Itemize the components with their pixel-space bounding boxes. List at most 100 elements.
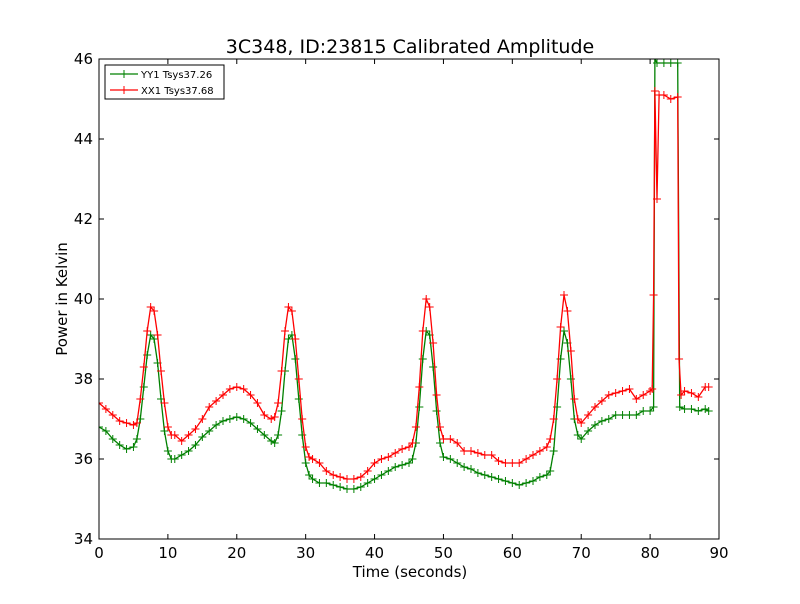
data-point (577, 435, 586, 443)
data-point (132, 419, 141, 427)
data-point (260, 411, 269, 419)
data-point (653, 195, 661, 203)
series-line-1 (99, 90, 709, 480)
data-point (604, 415, 613, 423)
data-point (129, 421, 138, 429)
data-point (277, 367, 286, 375)
data-point (212, 421, 221, 429)
data-point (191, 441, 200, 449)
data-point (160, 399, 169, 407)
data-point (246, 391, 255, 399)
data-point (246, 419, 255, 427)
data-point (501, 477, 510, 485)
data-point (694, 407, 703, 415)
data-point (405, 443, 413, 451)
data-point (274, 399, 283, 407)
data-point (439, 435, 448, 443)
data-point (294, 375, 303, 383)
data-point (99, 399, 103, 407)
data-point (632, 395, 641, 403)
data-point (408, 439, 417, 447)
data-point (315, 479, 324, 487)
data-point (618, 411, 627, 419)
legend-box (104, 64, 225, 100)
data-point (384, 453, 393, 461)
data-point (529, 451, 537, 459)
data-point (522, 455, 531, 463)
data-point (205, 427, 214, 435)
data-point (205, 403, 214, 411)
data-point (253, 399, 262, 407)
data-point (560, 327, 568, 335)
data-point (115, 441, 124, 449)
data-point (480, 451, 489, 459)
data-point (453, 459, 462, 467)
series-group (99, 59, 713, 493)
data-point (415, 383, 424, 391)
data-point (146, 303, 155, 311)
data-point (680, 387, 689, 395)
data-point (270, 439, 279, 447)
legend-marker (120, 70, 128, 78)
data-point (618, 387, 627, 395)
data-point (356, 483, 365, 491)
data-point (522, 479, 531, 487)
x-tick-label: 10 (158, 544, 177, 562)
data-point (191, 425, 200, 433)
data-point (611, 389, 620, 397)
data-point (467, 465, 475, 473)
data-point (170, 455, 179, 463)
data-point (625, 385, 634, 393)
data-point (308, 455, 317, 463)
data-point (132, 435, 141, 443)
data-point (219, 417, 227, 425)
x-axis-label: Time (seconds) (352, 563, 468, 581)
data-point (291, 335, 300, 343)
data-point (675, 355, 684, 363)
y-tick-label: 44 (74, 130, 93, 148)
data-point (284, 303, 293, 311)
data-point (515, 459, 524, 467)
data-point (219, 391, 227, 399)
data-point (432, 391, 441, 399)
data-point (370, 475, 379, 483)
data-point (677, 391, 686, 399)
data-point (408, 455, 417, 463)
data-point (508, 479, 517, 487)
data-point (160, 427, 169, 435)
x-tick-label: 50 (434, 544, 453, 562)
data-point (418, 355, 427, 363)
data-point (549, 415, 558, 423)
data-point (687, 389, 696, 397)
data-point (115, 417, 124, 425)
y-tick-label: 34 (74, 530, 93, 548)
data-point (198, 415, 207, 423)
data-point (305, 453, 314, 461)
data-point (329, 471, 338, 479)
x-tick-label: 30 (296, 544, 315, 562)
y-tick-label: 46 (74, 50, 93, 68)
data-point (163, 423, 172, 431)
data-point (432, 407, 441, 415)
data-point (99, 423, 103, 431)
data-point (553, 375, 562, 383)
data-point (704, 383, 713, 391)
data-point (184, 447, 193, 455)
data-point (336, 473, 345, 481)
data-point (281, 327, 289, 335)
y-tick-label: 40 (74, 290, 93, 308)
data-point (573, 415, 582, 423)
y-tick-label: 36 (74, 450, 93, 468)
data-point (611, 411, 620, 419)
legend-marker (120, 86, 128, 94)
data-point (336, 483, 345, 491)
data-point (573, 431, 582, 439)
data-point (646, 387, 655, 395)
data-point (239, 415, 248, 423)
data-point (287, 307, 296, 315)
data-point (542, 443, 551, 451)
data-point (439, 453, 448, 461)
x-tick-label: 40 (365, 544, 384, 562)
data-point (232, 383, 241, 391)
